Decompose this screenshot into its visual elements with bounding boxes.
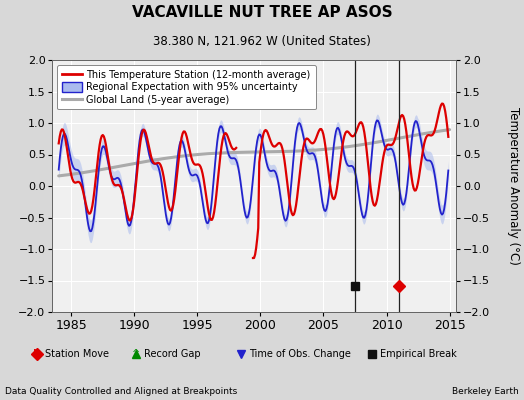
Legend: This Temperature Station (12-month average), Regional Expectation with 95% uncer: This Temperature Station (12-month avera… <box>57 65 315 110</box>
Text: v: v <box>238 349 244 359</box>
Text: s: s <box>369 349 375 359</box>
Text: VACAVILLE NUT TREE AP ASOS: VACAVILLE NUT TREE AP ASOS <box>132 5 392 20</box>
Text: D: D <box>33 349 40 359</box>
Text: Record Gap: Record Gap <box>144 349 201 359</box>
Y-axis label: Temperature Anomaly (°C): Temperature Anomaly (°C) <box>507 107 520 265</box>
Text: Berkeley Earth: Berkeley Earth <box>452 387 519 396</box>
Text: Station Move: Station Move <box>45 349 108 359</box>
Text: Empirical Break: Empirical Break <box>380 349 456 359</box>
Text: Data Quality Controlled and Aligned at Breakpoints: Data Quality Controlled and Aligned at B… <box>5 387 237 396</box>
Text: 38.380 N, 121.962 W (United States): 38.380 N, 121.962 W (United States) <box>153 35 371 48</box>
Text: ^: ^ <box>132 349 140 359</box>
Text: Time of Obs. Change: Time of Obs. Change <box>249 349 351 359</box>
